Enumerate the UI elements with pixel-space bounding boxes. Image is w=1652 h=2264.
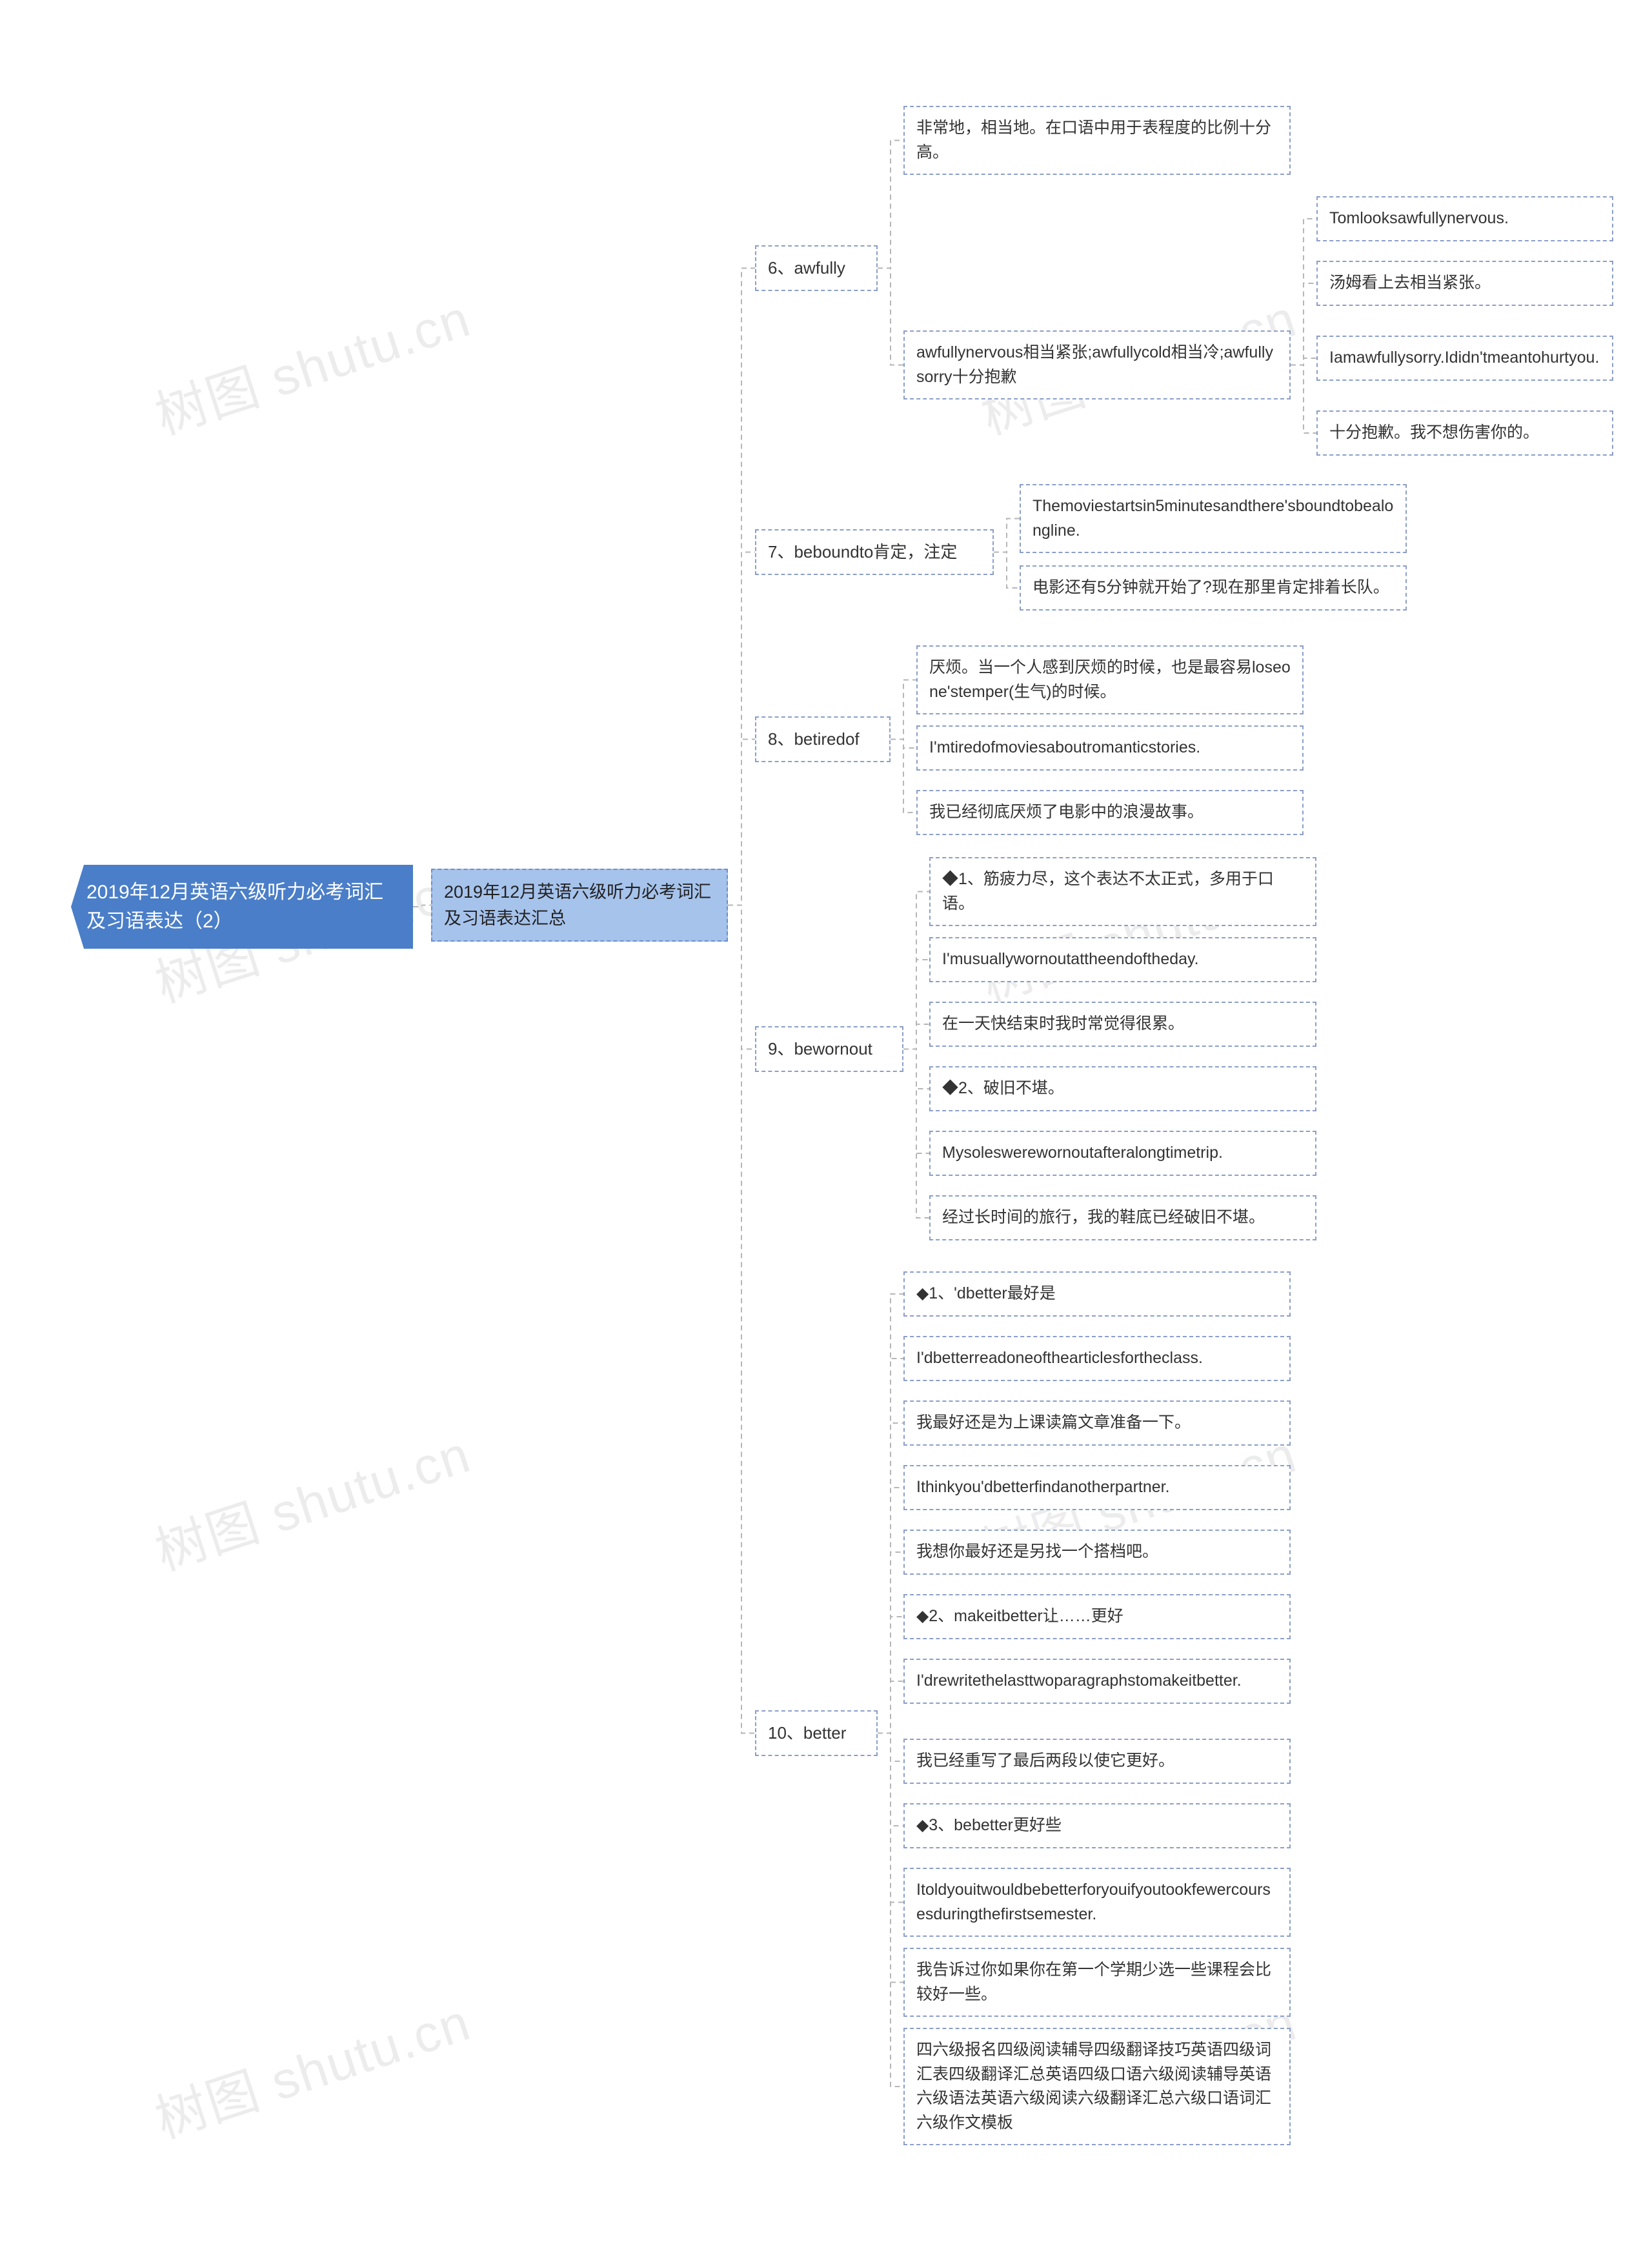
watermark: 树图 shutu.cn [145,277,479,449]
leaf-node: 电影还有5分钟就开始了?现在那里肯定排着长队。 [1020,565,1407,611]
leaf-node: 厌烦。当一个人感到厌烦的时候，也是最容易loseone'stemper(生气)的… [916,645,1304,714]
leaf-node: Ithinkyou'dbetterfindanotherpartner. [903,1465,1291,1510]
leaf-node: I'dbetterreadoneofthearticlesfortheclass… [903,1336,1291,1381]
branch-6-awfully: 6、awfully [755,245,878,291]
summary-node: 2019年12月英语六级听力必考词汇及习语表达汇总 [431,869,728,942]
leaf-node: ◆2、makeitbetter让……更好 [903,1594,1291,1639]
leaf-node: 在一天快结束时我时常觉得很累。 [929,1002,1316,1047]
leaf-node: I'drewritethelasttwoparagraphstomakeitbe… [903,1659,1291,1704]
leaf-node: Mysoleswerewornoutafteralongtimetrip. [929,1131,1316,1176]
leaf-node: I'musuallywornoutattheendoftheday. [929,937,1316,982]
root-node: 2019年12月英语六级听力必考词汇及习语表达（2） [71,865,413,949]
leaf-node: 我已经彻底厌烦了电影中的浪漫故事。 [916,790,1304,835]
leaf-node: Iamawfullysorry.Ididn'tmeantohurtyou. [1316,336,1613,381]
watermark: 树图 shutu.cn [145,1413,479,1585]
leaf-node: Tomlooksawfullynervous. [1316,196,1613,241]
leaf-node: 汤姆看上去相当紧张。 [1316,261,1613,306]
branch-8-betiredof: 8、betiredof [755,716,891,762]
leaf-node: 我告诉过你如果你在第一个学期少选一些课程会比较好一些。 [903,1948,1291,2017]
watermark: 树图 shutu.cn [145,1981,479,2153]
branch-10-better: 10、better [755,1710,878,1756]
leaf-node: 我最好还是为上课读篇文章准备一下。 [903,1400,1291,1446]
leaf-node: ◆1、筋疲力尽，这个表达不太正式，多用于口语。 [929,857,1316,926]
leaf-node: ◆2、破旧不堪。 [929,1066,1316,1111]
leaf-node: Itoldyouitwouldbebetterforyouifyoutookfe… [903,1868,1291,1937]
leaf-node: I'mtiredofmoviesaboutromanticstories. [916,725,1304,771]
leaf-node: 经过长时间的旅行，我的鞋底已经破旧不堪。 [929,1195,1316,1240]
branch-7-beboundto: 7、beboundto肯定，注定 [755,529,994,575]
leaf-node: Themoviestartsin5minutesandthere'sboundt… [1020,484,1407,553]
leaf-node: 四六级报名四级阅读辅导四级翻译技巧英语四级词汇表四级翻译汇总英语四级口语六级阅读… [903,2028,1291,2145]
leaf-node: ◆1、'dbetter最好是 [903,1271,1291,1317]
leaf-node: 我想你最好还是另找一个搭档吧。 [903,1530,1291,1575]
leaf-node: 十分抱歉。我不想伤害你的。 [1316,410,1613,456]
leaf-node: 我已经重写了最后两段以使它更好。 [903,1739,1291,1784]
leaf-node: awfullynervous相当紧张;awfullycold相当冷;awfull… [903,330,1291,399]
branch-9-bewornout: 9、bewornout [755,1026,903,1072]
leaf-node: 非常地，相当地。在口语中用于表程度的比例十分高。 [903,106,1291,175]
leaf-node: ◆3、bebetter更好些 [903,1803,1291,1848]
